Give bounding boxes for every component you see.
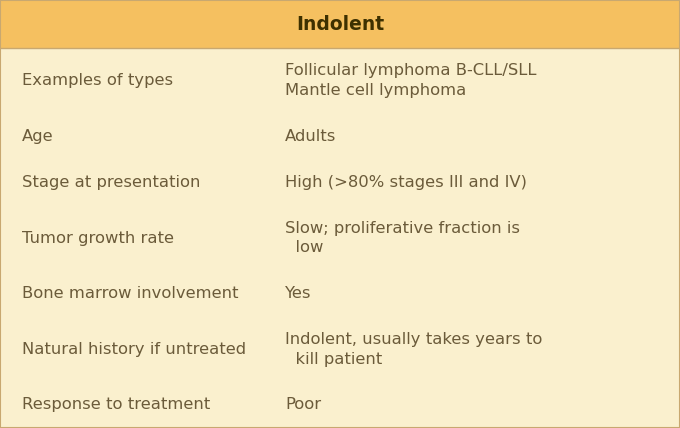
Text: Adults: Adults — [285, 129, 337, 144]
Text: Bone marrow involvement: Bone marrow involvement — [22, 286, 239, 301]
Text: Poor: Poor — [285, 398, 321, 413]
Text: Age: Age — [22, 129, 54, 144]
Text: Natural history if untreated: Natural history if untreated — [22, 342, 246, 357]
Text: Stage at presentation: Stage at presentation — [22, 175, 201, 190]
Text: High (>80% stages III and IV): High (>80% stages III and IV) — [285, 175, 527, 190]
Text: Follicular lymphoma B-CLL/SLL
Mantle cell lymphoma: Follicular lymphoma B-CLL/SLL Mantle cel… — [285, 63, 537, 98]
Text: Indolent: Indolent — [296, 15, 384, 33]
Text: Indolent, usually takes years to
  kill patient: Indolent, usually takes years to kill pa… — [285, 332, 543, 367]
Text: Examples of types: Examples of types — [22, 73, 173, 88]
Text: Slow; proliferative fraction is
  low: Slow; proliferative fraction is low — [285, 220, 520, 256]
Text: Tumor growth rate: Tumor growth rate — [22, 231, 174, 246]
Text: Response to treatment: Response to treatment — [22, 398, 210, 413]
Bar — [0, 0, 680, 48]
Text: Yes: Yes — [285, 286, 311, 301]
